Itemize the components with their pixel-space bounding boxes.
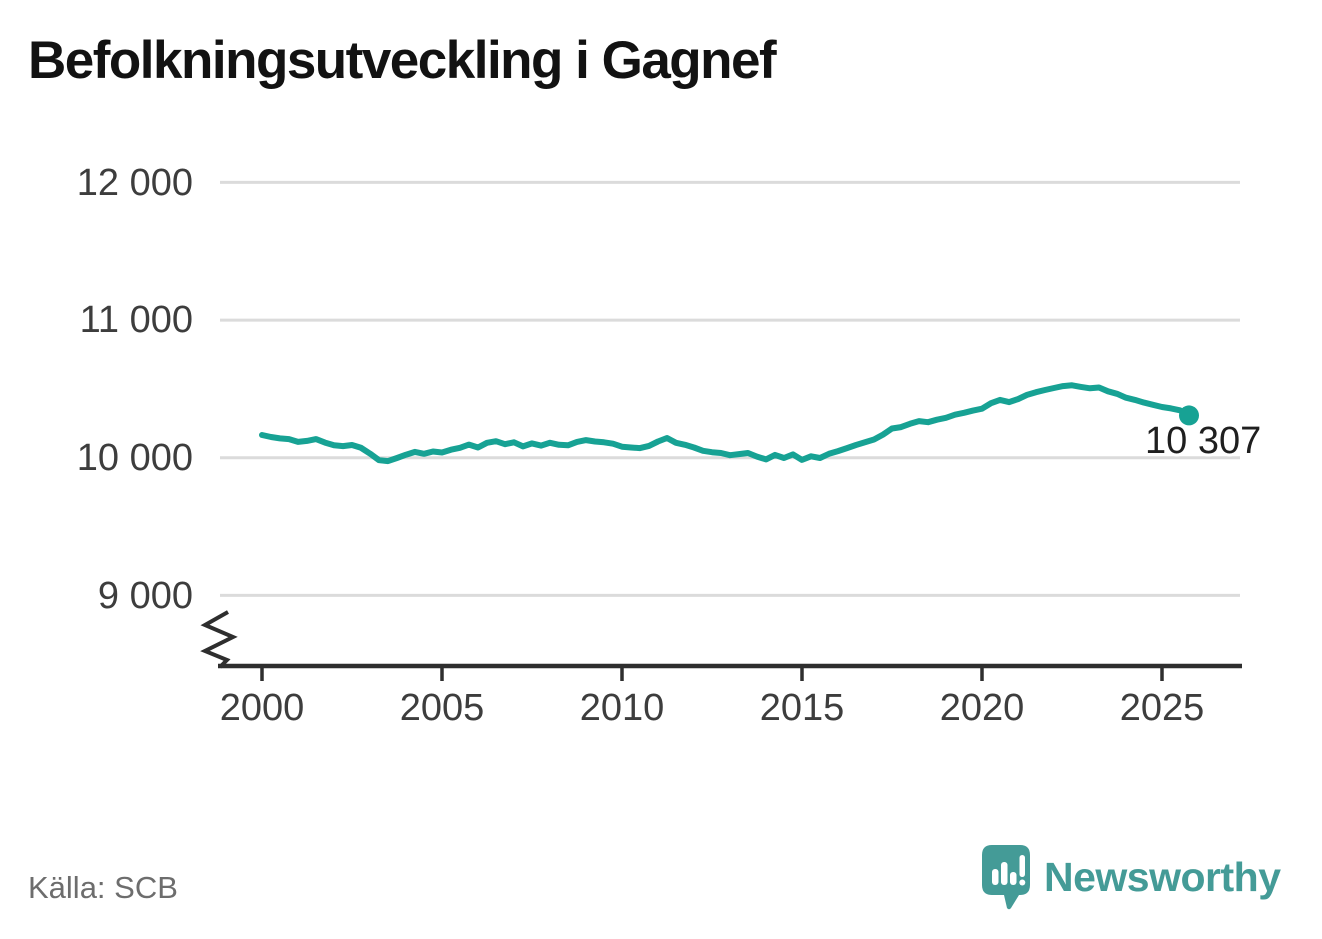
source-label: Källa: SCB (28, 870, 178, 905)
population-line-series (259, 382, 1192, 465)
end-value-label: 10 307 (1145, 420, 1262, 462)
brand-name: Newsworthy (1044, 854, 1281, 900)
series-end-dot (1179, 405, 1199, 426)
x-tick-label-2020: 2020 (939, 687, 1025, 729)
x-tick-label-2015: 2015 (759, 687, 845, 729)
x-tick-label-2005: 2005 (399, 687, 485, 729)
newsworthy-speech-bubble-icon (982, 845, 1030, 910)
exclamation-dot (1019, 879, 1026, 886)
bar-chart-glyph (992, 855, 1026, 886)
x-tick-label-2025: 2025 (1119, 687, 1205, 729)
x-axis (200, 610, 1242, 681)
x-tick-label-2010: 2010 (579, 687, 665, 729)
y-tick-label-10000: 10 000 (76, 437, 193, 479)
y-tick-label-11000: 11 000 (79, 299, 193, 341)
exclamation-bar (1019, 855, 1025, 877)
x-tick-label-2000: 2000 (219, 687, 305, 729)
brand-logo: Newsworthy (981, 844, 1281, 912)
axis-break-zigzag-icon (200, 610, 238, 669)
y-tick-label-9000: 9 000 (97, 575, 193, 617)
y-tick-label-12000: 12 000 (76, 162, 193, 204)
chart-title: Befolkningsutveckling i Gagnef (28, 31, 777, 90)
